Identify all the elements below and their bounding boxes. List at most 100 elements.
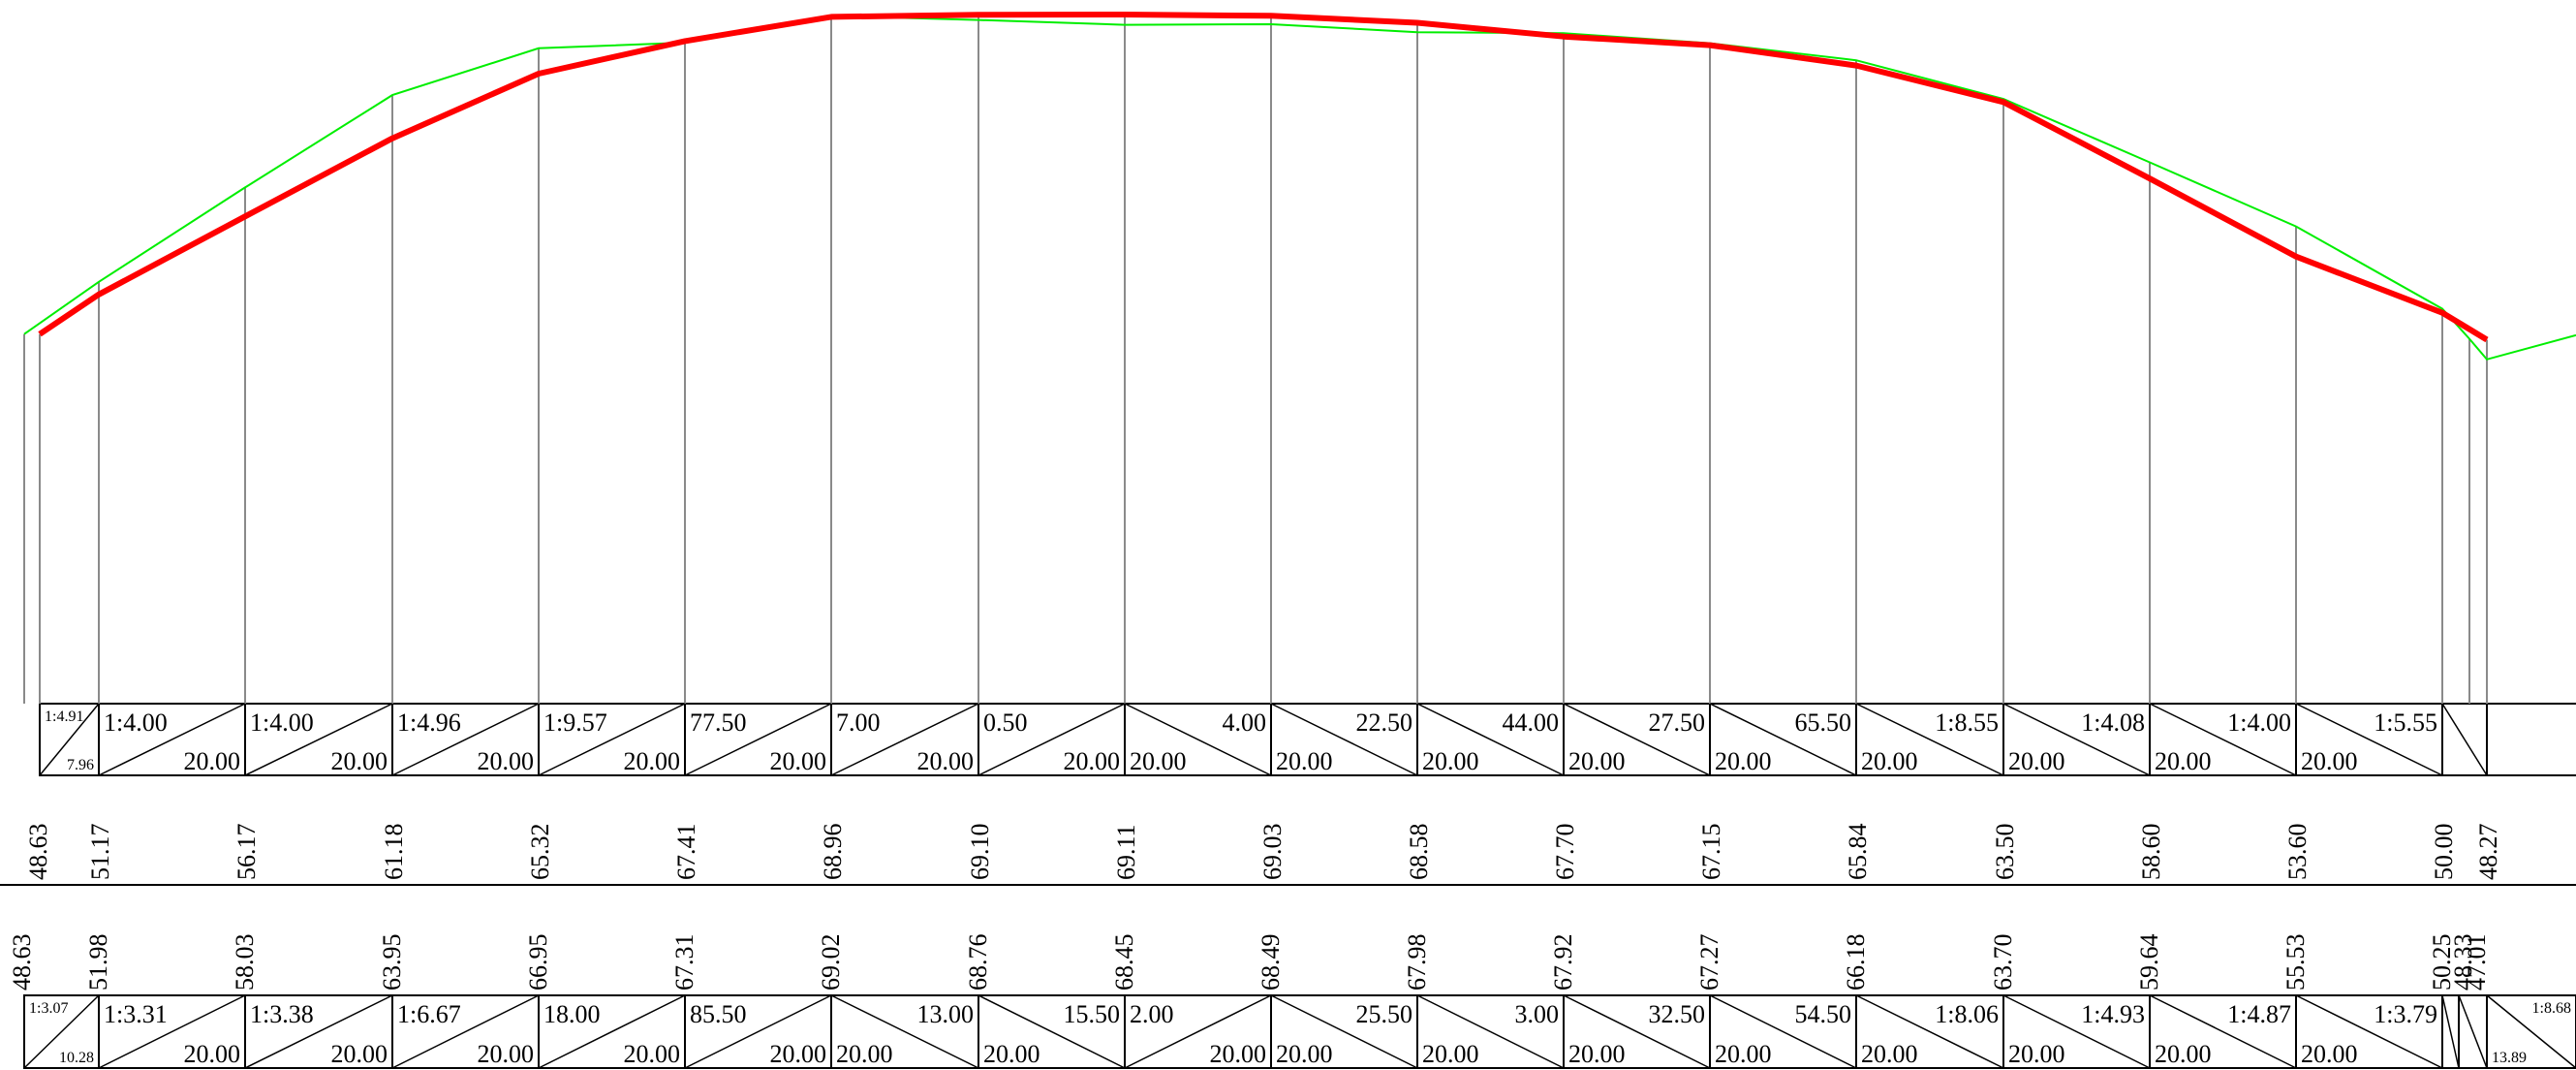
bottom-grade-cell-top-value: 1:4.93 — [2081, 1000, 2145, 1028]
design-elevation-label: 67.15 — [1697, 824, 1725, 881]
ground-elevation-label: 48.33 — [2449, 934, 2477, 991]
top-grade-cell-bottom-value: 20.00 — [1568, 747, 1626, 775]
top-grade-cell-top-value: 0.50 — [983, 708, 1028, 737]
station-lines — [23, 15, 2488, 704]
bottom-grade-cell-bottom-value: 20.00 — [2008, 1040, 2065, 1068]
top-grade-cell-top-value: 44.00 — [1503, 708, 1560, 737]
ground-elevation-label: 67.98 — [1403, 934, 1431, 991]
bottom-grade-cell-diagonal — [244, 994, 393, 1069]
bottom-grade-cell-diagonal — [1270, 994, 1418, 1069]
top-grade-cell-top-value: 1:4.00 — [104, 708, 168, 737]
bottom-grade-cell-top-value: 15.50 — [1064, 1000, 1121, 1028]
ground-elevation-label: 68.76 — [964, 934, 992, 991]
bottom-grade-cell-top-value: 3.00 — [1515, 1000, 1560, 1028]
top-grade-cell-diagonal — [684, 703, 832, 776]
bottom-grade-row: 1:3.07 10.28 1:3.31 20.00 1:3.38 20.00 1:6.67 2… — [23, 994, 2576, 1069]
top-grade-cell-bottom-value: 20.00 — [184, 747, 241, 775]
design-elevation-label: 51.17 — [86, 824, 114, 881]
top-grade-cell-bottom-value: 20.00 — [2155, 747, 2212, 775]
top-grade-cell-top-value: 1:5.55 — [2374, 708, 2437, 737]
ground-elevation-label: 58.03 — [231, 934, 259, 991]
top-grade-cell-diagonal — [39, 703, 100, 776]
bottom-grade-cell-bottom-value: 20.00 — [1422, 1040, 1479, 1068]
design-elevation-label: 53.60 — [2283, 824, 2312, 881]
top-grade-cell-top-value: 1:4.96 — [397, 708, 461, 737]
bottom-grade-cell-diagonal — [1709, 994, 1857, 1069]
top-grade-cell: 1:4.00 20.00 — [2149, 703, 2297, 776]
bottom-grade-cell-diagonal — [1124, 994, 1272, 1069]
ground-elevation-label: 50.25 — [2428, 934, 2456, 991]
bottom-grade-cell-diagonal — [2295, 994, 2443, 1069]
bottom-grade-cell-diagonal — [2486, 994, 2576, 1069]
top-grade-cell: 1:4.08 20.00 — [2002, 703, 2151, 776]
top-grade-cell: 27.50 20.00 — [1563, 703, 1711, 776]
bottom-grade-cell-top-value: 1:6.67 — [397, 1000, 461, 1028]
ground-elevation-label: 69.02 — [817, 934, 845, 991]
top-grade-cell-bottom-value: 20.00 — [331, 747, 388, 775]
bottom-grade-cell: 1:3.38 20.00 — [244, 994, 393, 1069]
bottom-grade-cell-diagonal — [391, 994, 540, 1069]
top-grade-cell-diagonal — [2002, 703, 2151, 776]
bottom-grade-cell: 1:8.68 13.89 — [2486, 994, 2576, 1069]
top-grade-row: 1:4.91 7.96 1:4.00 20.00 1:4.00 20.00 1:4.96 20… — [39, 703, 2488, 776]
top-grade-cell-top-value: 7.00 — [836, 708, 881, 737]
bottom-grade-cell-top-value: 32.50 — [1649, 1000, 1706, 1028]
ground-elevation-label: 67.31 — [670, 934, 698, 991]
top-grade-cell: 1:5.55 20.00 — [2295, 703, 2443, 776]
bottom-grade-cell-bottom-value: 20.00 — [2301, 1040, 2358, 1068]
bottom-grade-cell-top-value: 2.00 — [1130, 1000, 1174, 1028]
bottom-grade-cell: 2.00 20.00 — [1124, 994, 1272, 1069]
bottom-grade-cell-bottom-value: 10.28 — [59, 1050, 94, 1066]
bottom-grade-cell-bottom-value: 20.00 — [770, 1040, 827, 1068]
bottom-grade-cell: 13.00 20.00 — [830, 994, 979, 1069]
top-grade-cell-diagonal — [1124, 703, 1272, 776]
top-grade-cell-top-value: 1:9.57 — [543, 708, 607, 737]
ground-elevation-label: 66.95 — [524, 934, 552, 991]
top-grade-cell-top-value: 1:4.08 — [2081, 708, 2145, 737]
ground-elevation-label: 67.92 — [1549, 934, 1577, 991]
bottom-grade-cell-top-value: 25.50 — [1356, 1000, 1413, 1028]
design-elevation-label: 69.10 — [966, 824, 994, 881]
design-line — [38, 12, 2489, 343]
top-grade-cell-top-value: 27.50 — [1649, 708, 1706, 737]
bottom-grade-cell-top-value: 1:4.87 — [2227, 1000, 2291, 1028]
bottom-grade-cell-diagonal — [98, 994, 246, 1069]
top-grade-cell: 1:4.96 20.00 — [391, 703, 540, 776]
ground-elevation-label: 55.53 — [2281, 934, 2310, 991]
top-grade-cell-diagonal — [2295, 703, 2443, 776]
top-grade-cell-bottom-value: 20.00 — [478, 747, 535, 775]
bottom-grade-cell-top-value: 1:3.31 — [104, 1000, 168, 1028]
top-grade-cell-bottom-value: 7.96 — [67, 757, 94, 773]
bottom-grade-cell: 85.50 20.00 — [684, 994, 832, 1069]
top-grade-cell: 77.50 20.00 — [684, 703, 832, 776]
bottom-grade-cell-top-value: 1:3.38 — [250, 1000, 314, 1028]
bottom-grade-cell-diagonal — [23, 994, 100, 1069]
bottom-grade-cell: 1:4.93 20.00 — [2002, 994, 2151, 1069]
top-grade-cell-diagonal — [830, 703, 979, 776]
design-elevation-label: 69.11 — [1112, 824, 1140, 880]
bottom-grade-cell-bottom-value: 20.00 — [983, 1040, 1040, 1068]
bottom-grade-cell-diagonal — [1563, 994, 1711, 1069]
top-grade-cell-top-value: 22.50 — [1356, 708, 1413, 737]
ground-elevation-label: 63.70 — [1989, 934, 2017, 991]
bottom-grade-cell-bottom-value: 20.00 — [478, 1040, 535, 1068]
bottom-grade-cell: 15.50 20.00 — [978, 994, 1126, 1069]
top-grade-cell-bottom-value: 20.00 — [2301, 747, 2358, 775]
top-grade-cell-bottom-value: 20.00 — [624, 747, 681, 775]
bottom-grade-cell-bottom-value: 20.00 — [836, 1040, 893, 1068]
design-elevation-label: 50.00 — [2430, 824, 2458, 881]
bottom-grade-cell-top-value: 1:8.06 — [1935, 1000, 1999, 1028]
bottom-grade-cell-bottom-value: 20.00 — [1568, 1040, 1626, 1068]
bottom-grade-cell-diagonal — [684, 994, 832, 1069]
top-grade-cell: 65.50 20.00 — [1709, 703, 1857, 776]
top-grade-cell-top-value: 65.50 — [1795, 708, 1852, 737]
bottom-grade-cell-bottom-value: 13.89 — [2492, 1050, 2527, 1066]
ground-elevation-label: 68.49 — [1257, 934, 1285, 991]
bottom-grade-cell: 25.50 20.00 — [1270, 994, 1418, 1069]
top-grade-cell-diagonal — [98, 703, 246, 776]
bottom-grade-cell-bottom-value: 20.00 — [184, 1040, 241, 1068]
top-grade-cell-top-value: 77.50 — [690, 708, 747, 737]
bottom-grade-cell: 32.50 20.00 — [1563, 994, 1711, 1069]
top-grade-cell: 0.50 20.00 — [978, 703, 1126, 776]
